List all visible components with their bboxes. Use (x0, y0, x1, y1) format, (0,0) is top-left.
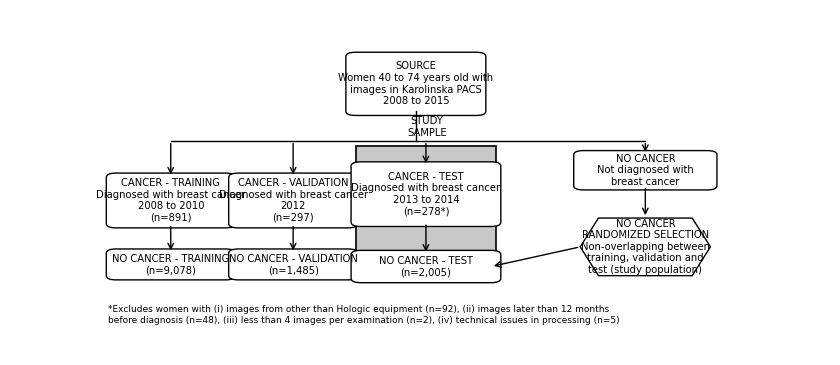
Text: CANCER - VALIDATION
Diagnosed with breast cancer
2012
(n=297): CANCER - VALIDATION Diagnosed with breas… (218, 178, 368, 223)
Text: STUDY
SAMPLE: STUDY SAMPLE (407, 116, 447, 138)
FancyBboxPatch shape (574, 151, 717, 190)
FancyBboxPatch shape (355, 146, 496, 281)
Text: SOURCE
Women 40 to 74 years old with
images in Karolinska PACS
2008 to 2015: SOURCE Women 40 to 74 years old with ima… (339, 61, 493, 106)
Text: NO CANCER
RANDOMIZED SELECTION
Non-overlapping between
training, validation and
: NO CANCER RANDOMIZED SELECTION Non-overl… (580, 219, 710, 275)
FancyBboxPatch shape (228, 249, 358, 280)
Text: *Excludes women with (i) images from other than Hologic equipment (n=92), (ii) i: *Excludes women with (i) images from oth… (108, 306, 620, 325)
FancyBboxPatch shape (107, 173, 235, 228)
FancyBboxPatch shape (346, 52, 486, 115)
FancyBboxPatch shape (107, 249, 235, 280)
FancyBboxPatch shape (228, 173, 358, 228)
FancyBboxPatch shape (351, 250, 501, 283)
Text: CANCER - TEST
Diagnosed with breast cancer
2013 to 2014
(n=278*): CANCER - TEST Diagnosed with breast canc… (351, 172, 501, 216)
Text: NO CANCER - TEST
(n=2,005): NO CANCER - TEST (n=2,005) (379, 256, 473, 277)
FancyBboxPatch shape (351, 162, 501, 226)
Text: NO CANCER
Not diagnosed with
breast cancer: NO CANCER Not diagnosed with breast canc… (597, 154, 694, 187)
Text: NO CANCER - VALIDATION
(n=1,485): NO CANCER - VALIDATION (n=1,485) (228, 254, 358, 275)
Polygon shape (580, 218, 711, 276)
Text: CANCER - TRAINING
Diagnosed with breast cancer
2008 to 2010
(n=891): CANCER - TRAINING Diagnosed with breast … (97, 178, 245, 223)
Text: NO CANCER - TRAINING
(n=9,078): NO CANCER - TRAINING (n=9,078) (112, 254, 229, 275)
